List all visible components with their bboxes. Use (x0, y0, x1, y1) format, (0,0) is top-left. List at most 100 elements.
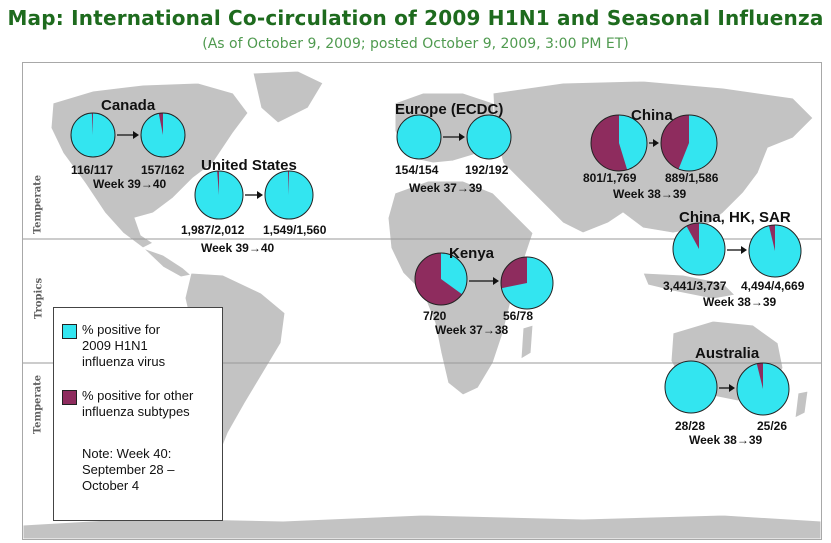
pie-kenya-second-outline (500, 256, 554, 310)
pie-china-hk-sar-first-other-slice (686, 223, 699, 249)
pie-europe-ecdc-second-outline (466, 114, 512, 160)
pie-kenya-second-other-slice (501, 257, 527, 289)
pie-united-states-first (194, 170, 244, 220)
pie-canada-first (70, 112, 116, 158)
region-name-united-states: United States (201, 157, 297, 174)
count-kenya-first: 7/20 (423, 309, 447, 323)
pie-kenya-first (414, 252, 468, 306)
legend-other-text: % positive for other influenza subtypes (82, 388, 193, 420)
world-map: Temperate Tropics Temperate Canada 116/1… (22, 62, 822, 540)
pie-canada-first-outline (70, 112, 116, 158)
land-indonesia (642, 272, 737, 300)
legend-note-line-1: Note: Week 40: (82, 446, 172, 461)
pie-europe-ecdc-first-outline (396, 114, 442, 160)
pie-europe-ecdc-second-h1n1-slice (467, 115, 511, 159)
region-name-china: China (631, 107, 673, 124)
world-map-drawing (23, 70, 821, 539)
pie-kenya-first-other-slice (415, 253, 463, 305)
region-name-europe: Europe (ECDC) (395, 101, 504, 118)
count-hk-second: 4,494/4,669 (741, 279, 805, 293)
pie-china-second-outline (660, 114, 718, 172)
region-name-australia: Australia (695, 345, 760, 362)
pie-australia-second-outline (736, 362, 790, 416)
arrow-canada-head (133, 131, 139, 139)
page-subtitle: (As of October 9, 2009; posted October 9… (202, 36, 629, 52)
pie-charts (70, 112, 802, 416)
count-china-first: 801/1,769 (583, 171, 637, 185)
arrow-united-states-head (257, 191, 263, 199)
region-name-canada: Canada (101, 97, 156, 114)
pie-australia-first-outline (664, 360, 718, 414)
land-central-america (142, 247, 193, 278)
pie-china-hk-sar-second (748, 224, 802, 278)
region-name-kenya: Kenya (449, 245, 495, 262)
pie-united-states-second-outline (264, 170, 314, 220)
region-name-hong-kong: China, HK, SAR (679, 209, 791, 226)
pie-china-first-outline (590, 114, 648, 172)
week-china: Week 38→39 (613, 187, 687, 201)
pie-china-hk-sar-first-outline (672, 222, 726, 276)
pie-australia-second-other-slice (756, 363, 763, 389)
count-europe-second: 192/192 (465, 163, 509, 177)
legend-note-line-2: September 28 – (82, 462, 175, 477)
legend-note-line-3: October 4 (82, 478, 140, 493)
land-new-zealand (794, 390, 809, 419)
week-kenya: Week 37→38 (435, 323, 509, 337)
arrow-europe-ecdc-head (459, 133, 465, 141)
week-canada: Week 39→40 (93, 177, 167, 191)
legend-h1n1-text: % positive for 2009 H1N1 influenza virus (82, 322, 165, 370)
pie-united-states-second (264, 170, 314, 220)
pie-china-hk-sar-first (672, 222, 726, 276)
legend-other-line-1: % positive for other (82, 388, 194, 403)
count-canada-first: 116/117 (71, 163, 114, 177)
count-us-first: 1,987/2,012 (181, 223, 245, 237)
zone-label-north: Temperate (32, 174, 44, 235)
zone-label-south: Temperate (32, 374, 44, 435)
count-australia-first: 28/28 (675, 419, 706, 433)
count-europe-first: 154/154 (395, 163, 439, 177)
pie-australia-first (664, 360, 718, 414)
arrow-china-hk-sar-head (741, 246, 747, 254)
pie-canada-second-outline (140, 112, 186, 158)
pie-australia-second (736, 362, 790, 416)
count-china-second: 889/1,586 (665, 171, 719, 185)
land-greenland (252, 70, 324, 124)
page-title: Map: International Co-circulation of 200… (7, 6, 824, 30)
count-hk-first: 3,441/3,737 (663, 279, 727, 293)
pie-canada-second (140, 112, 186, 158)
week-hk: Week 38→39 (703, 295, 777, 309)
zone-label-tropics: Tropics (33, 277, 45, 320)
legend-swatch-h1n1 (62, 324, 77, 339)
arrow-china-head (653, 139, 659, 147)
pie-china-second (660, 114, 718, 172)
pie-europe-ecdc-first (396, 114, 442, 160)
pie-china-first-other-slice (591, 115, 628, 171)
count-australia-second: 25/26 (757, 419, 788, 433)
pie-canada-second-other-slice (158, 113, 163, 135)
legend-note: Note: Week 40: September 28 – October 4 (82, 446, 217, 494)
legend-h1n1-line-1: % positive for (82, 322, 161, 337)
pie-kenya-first-outline (414, 252, 468, 306)
week-australia: Week 38→39 (689, 433, 763, 447)
count-us-second: 1,549/1,560 (263, 223, 327, 237)
pie-australia-first-h1n1-slice (665, 361, 717, 413)
pie-united-states-second-other-slice (287, 171, 289, 195)
week-us: Week 39→40 (201, 241, 275, 255)
pie-united-states-first-outline (194, 170, 244, 220)
legend-other-line-2: influenza subtypes (82, 404, 190, 419)
pie-china-second-other-slice (661, 115, 689, 169)
legend-swatch-other (62, 390, 77, 405)
count-canada-second: 157/162 (141, 163, 185, 177)
land-madagascar (520, 324, 534, 360)
pie-united-states-first-other-slice (217, 171, 219, 195)
pie-canada-first-other-slice (91, 113, 93, 135)
legend-h1n1-line-2: 2009 H1N1 (82, 338, 148, 353)
pie-europe-ecdc-first-h1n1-slice (397, 115, 441, 159)
legend-h1n1-line-3: influenza virus (82, 354, 166, 369)
arrow-australia-head (729, 384, 735, 392)
pie-china-hk-sar-second-other-slice (768, 225, 775, 251)
arrow-kenya-head (493, 277, 499, 285)
pie-china-hk-sar-second-outline (748, 224, 802, 278)
pie-kenya-second (500, 256, 554, 310)
week-europe: Week 37→39 (409, 181, 483, 195)
